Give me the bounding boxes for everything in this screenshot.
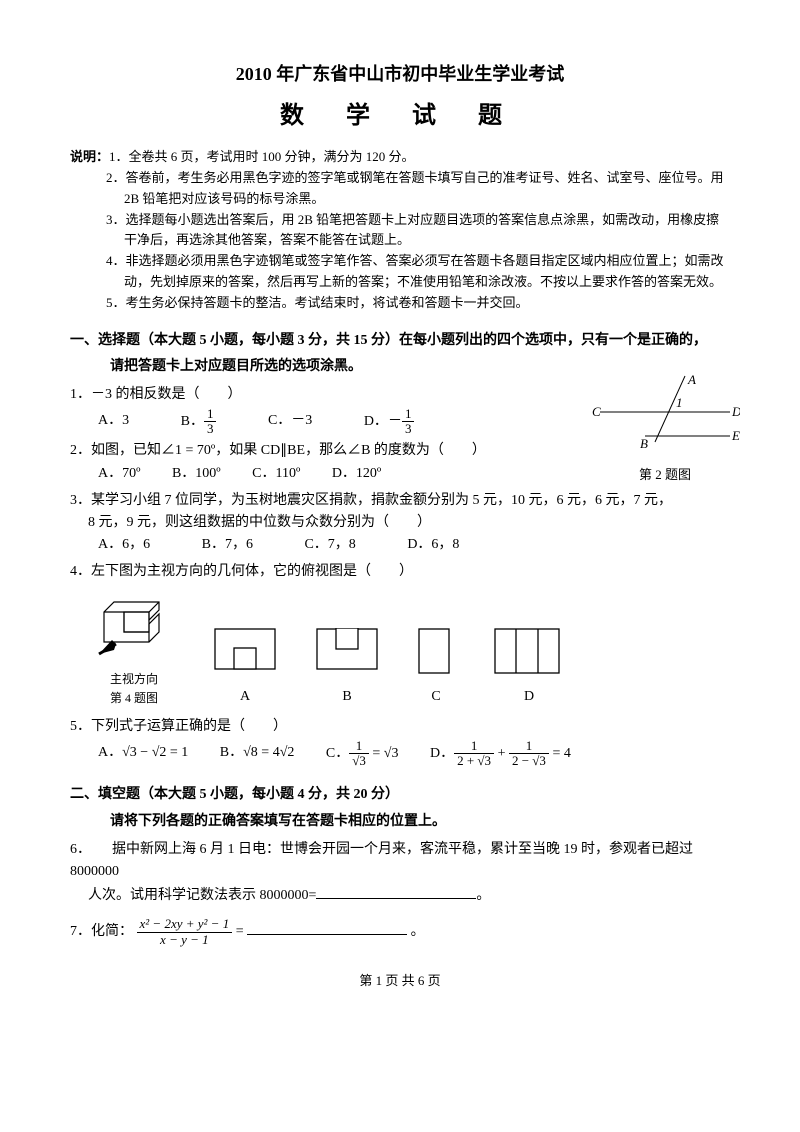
q5-opt-a: A．√3 − √2 = 1 xyxy=(98,742,188,764)
q2-text: 2．如图，已知∠1 = 70º，如果 CD∥BE，那么∠B 的度数为（ ） xyxy=(70,440,730,462)
q4-solid: 主视方向 第 4 题图 xyxy=(94,592,174,709)
q4-opt-d: D xyxy=(494,628,564,709)
q1: 1．－3 的相反数是（ ） A．3 B．13 C．－3 D．－13 xyxy=(70,384,730,436)
svg-text:D: D xyxy=(731,404,740,419)
q2: 2．如图，已知∠1 = 70º，如果 CD∥BE，那么∠B 的度数为（ ） A．… xyxy=(70,440,730,485)
q7: 7．化简： x² − 2xy + y² − 1 x − y − 1 = 。 xyxy=(70,917,730,947)
q5-opt-c: C．1√3 = √3 xyxy=(326,739,399,769)
q6-line1: 6． 据中新网上海 6 月 1 日电：世博会开园一个月来，客流平稳，累计至当晚 … xyxy=(70,839,730,861)
instr-4: 4．非选择题必须用黑色字迹钢笔或签字笔作答、答案必须写在答题卡各题目指定区域内相… xyxy=(70,251,730,293)
q1-opt-b: B．13 xyxy=(181,407,217,437)
q3: 3．某学习小组 7 位同学，为玉树地震灾区捐款，捐款金额分别为 5 元，10 元… xyxy=(70,490,730,558)
page-footer: 第 1 页 共 6 页 xyxy=(70,971,730,992)
q7-pre: 7．化简： xyxy=(70,924,133,939)
section2-sub: 请将下列各题的正确答案填写在答题卡相应的位置上。 xyxy=(70,811,730,833)
q7-eq: = xyxy=(236,924,247,939)
q4-text: 4．左下图为主视方向的几何体，它的俯视图是（ ） xyxy=(70,561,730,583)
q7-num: x² − 2xy + y² − 1 xyxy=(137,917,233,932)
q7-blank xyxy=(247,920,407,935)
q1-text: 1．－3 的相反数是（ ） xyxy=(70,384,730,406)
q4: 4．左下图为主视方向的几何体，它的俯视图是（ ） 主视方向 第 4 题图 A B… xyxy=(70,561,730,708)
q6-tail: 。 xyxy=(476,888,490,903)
q5-opt-b: B．√8 = 4√2 xyxy=(220,742,295,764)
q3-opt-a: A．6，6 xyxy=(98,534,150,556)
q4-caption: 第 4 题图 xyxy=(94,689,174,708)
q4-opt-b: B xyxy=(316,628,378,709)
q7-den: x − y − 1 xyxy=(137,933,233,947)
q6-blank xyxy=(316,884,476,899)
q2-opt-d: D．120º xyxy=(332,463,381,485)
q3-opt-b: B．7，6 xyxy=(202,534,253,556)
q2-opt-c: C．110º xyxy=(252,463,300,485)
q1-opt-a: A．3 xyxy=(98,410,129,432)
q5-text: 5．下列式子运算正确的是（ ） xyxy=(70,716,730,738)
instr-1: 1．全卷共 6 页，考试用时 100 分钟，满分为 120 分。 xyxy=(109,149,415,164)
instr-3: 3．选择题每小题选出答案后，用 2B 铅笔把答题卡上对应题目选项的答案信息点涂黑… xyxy=(70,210,730,252)
q3-opt-c: C．7，8 xyxy=(304,534,355,556)
q3-line2: 8 元，9 元，则这组数据的中位数与众数分别为（ ） xyxy=(70,512,730,534)
instructions-block: 说明：1．全卷共 6 页，考试用时 100 分钟，满分为 120 分。 2．答卷… xyxy=(70,147,730,313)
section2-head: 二、填空题（本大题 5 小题，每小题 4 分，共 20 分） xyxy=(70,784,730,806)
q1-opt-d: D．－13 xyxy=(364,407,415,437)
q6-line2: 8000000 xyxy=(70,861,730,883)
q2-opt-a: A．70º xyxy=(98,463,140,485)
q4-opt-c: C xyxy=(418,628,454,709)
q6: 6． 据中新网上海 6 月 1 日电：世博会开园一个月来，客流平稳，累计至当晚 … xyxy=(70,839,730,907)
q7-tail: 。 xyxy=(411,924,425,939)
q4-view-label: 主视方向 xyxy=(94,670,174,689)
q5-opt-d: D．12 + √3 + 12 − √3 = 4 xyxy=(430,739,571,769)
section1-head: 一、选择题（本大题 5 小题，每小题 3 分，共 15 分）在每小题列出的四个选… xyxy=(70,330,730,352)
instructions-label: 说明： xyxy=(70,149,109,164)
exam-subject: 数 学 试 题 xyxy=(70,97,730,135)
q1-opt-c: C．－3 xyxy=(268,410,312,432)
q3-opt-d: D．6，8 xyxy=(407,534,459,556)
instr-2: 2．答卷前，考生务必用黑色字迹的签字笔或钢笔在答题卡填写自己的准考证号、姓名、试… xyxy=(70,168,730,210)
q4-opt-a: A xyxy=(214,628,276,709)
svg-text:E: E xyxy=(731,428,740,443)
instr-5: 5．考生务必保持答题卡的整洁。考试结束时，将试卷和答题卡一并交回。 xyxy=(70,293,730,314)
q2-opt-b: B．100º xyxy=(172,463,221,485)
q6-line3: 人次。试用科学记数法表示 8000000= xyxy=(88,888,316,903)
q3-line1: 3．某学习小组 7 位同学，为玉树地震灾区捐款，捐款金额分别为 5 元，10 元… xyxy=(70,490,730,512)
q5: 5．下列式子运算正确的是（ ） A．√3 − √2 = 1 B．√8 = 4√2… xyxy=(70,716,730,768)
exam-title: 2010 年广东省中山市初中毕业生学业考试 xyxy=(70,60,730,89)
